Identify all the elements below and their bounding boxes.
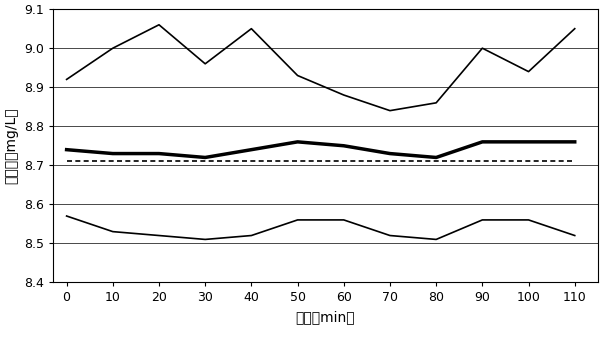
X-axis label: 时间（min）: 时间（min） (296, 310, 355, 324)
Y-axis label: 测量値（mg/L）: 测量値（mg/L） (4, 108, 18, 184)
